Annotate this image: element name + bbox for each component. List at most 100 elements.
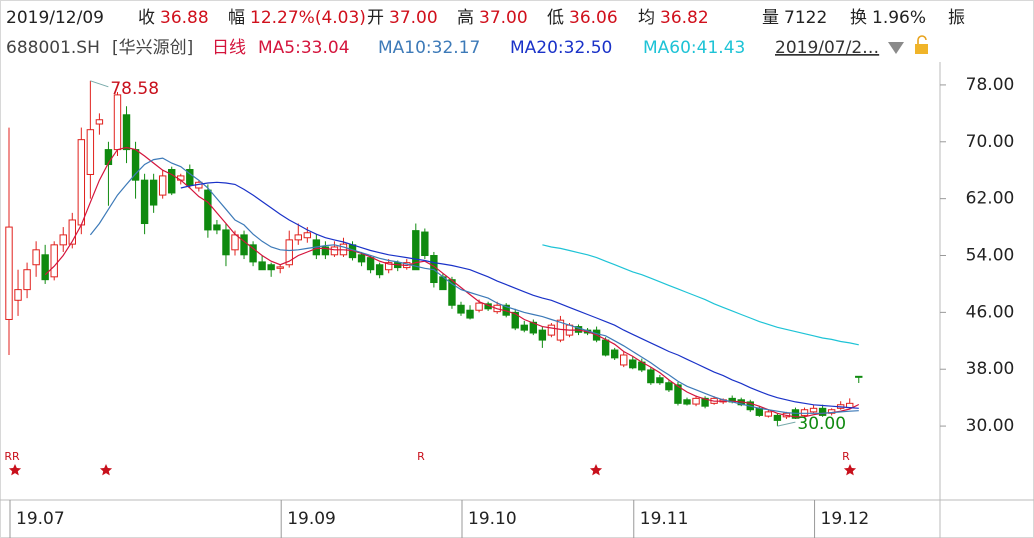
candle-body xyxy=(321,246,330,256)
candle-body xyxy=(204,189,212,231)
y-tick-label: 46.00 xyxy=(966,302,1015,322)
candles xyxy=(5,80,863,427)
candle-body xyxy=(258,261,266,271)
quote-label: 低 xyxy=(547,8,564,28)
quote-value: 36.88 xyxy=(160,8,209,28)
y-tick-label: 62.00 xyxy=(966,189,1015,209)
event-label: R xyxy=(842,450,850,463)
candle-body xyxy=(113,94,122,151)
quote-label: 量 xyxy=(762,8,779,28)
candle-body xyxy=(412,230,420,271)
candle-body xyxy=(475,302,483,311)
legend-entry: MA5:33.04 xyxy=(258,38,350,58)
candle-body xyxy=(457,304,465,314)
candle-body xyxy=(222,229,230,256)
candle-body xyxy=(800,409,809,416)
candle-body xyxy=(59,234,67,246)
candle-body xyxy=(23,269,31,291)
x-tick-label: 19.12 xyxy=(821,509,870,529)
candle-body xyxy=(104,149,113,166)
candle-body xyxy=(665,382,673,391)
quote-value: 7122 xyxy=(784,8,827,28)
max-label: 78.58 xyxy=(110,79,159,99)
y-tick-label: 70.00 xyxy=(966,132,1015,152)
y-tick-label: 38.00 xyxy=(966,359,1015,379)
candle-body xyxy=(140,179,149,225)
quote-label: 幅 xyxy=(228,8,245,28)
candle-body xyxy=(809,407,818,413)
quote-label: 开 xyxy=(367,8,384,28)
candle-body xyxy=(520,324,528,331)
ma-line xyxy=(44,146,860,418)
x-tick-label: 19.09 xyxy=(287,509,336,529)
candle-body xyxy=(629,359,637,369)
candle-body xyxy=(538,329,547,341)
ma-line xyxy=(180,181,859,409)
stock-name: [华兴源创] xyxy=(112,38,193,58)
candle-body xyxy=(357,254,366,263)
event-label: RR xyxy=(4,450,20,463)
candle-body xyxy=(303,232,312,239)
dropdown-icon[interactable] xyxy=(888,42,904,54)
candle-body xyxy=(240,234,248,256)
candle-body xyxy=(186,169,194,186)
candle-body xyxy=(168,169,176,194)
candle-body xyxy=(276,266,284,269)
candle-body xyxy=(547,324,556,336)
candle-body xyxy=(213,224,221,231)
min-label: 30.00 xyxy=(797,414,846,434)
y-tick-label: 30.00 xyxy=(966,416,1015,436)
quote-date: 2019/12/09 xyxy=(6,8,104,28)
candle-body xyxy=(41,254,49,281)
candle-body xyxy=(610,349,619,359)
min-pointer xyxy=(777,421,796,427)
candle-body xyxy=(122,114,131,151)
candle-body xyxy=(701,397,709,407)
candle-body xyxy=(267,264,275,271)
candle-body xyxy=(773,414,782,421)
legend-entry: MA60:41.43 xyxy=(643,38,745,58)
ma-line xyxy=(89,157,859,414)
x-tick-label: 19.11 xyxy=(640,509,689,529)
symbol: 688001.SH xyxy=(6,38,100,58)
candle-body xyxy=(86,129,95,175)
range-label: 2019/07/2… xyxy=(775,38,879,58)
candle-body xyxy=(647,369,655,384)
candle-body xyxy=(601,339,610,356)
candle-body xyxy=(620,354,628,366)
x-tick-label: 19.07 xyxy=(16,509,65,529)
candle-body xyxy=(755,407,764,416)
candle-body xyxy=(674,384,682,404)
quote-value: 37.00 xyxy=(479,8,528,28)
candle-body xyxy=(366,257,375,271)
candle-body xyxy=(5,226,13,320)
max-pointer xyxy=(90,80,109,88)
candle-body xyxy=(158,175,167,196)
candle-body xyxy=(656,377,664,384)
candle-body xyxy=(50,244,58,278)
candle-body xyxy=(466,309,474,319)
candle-body xyxy=(77,139,86,226)
candle-body xyxy=(683,399,691,405)
candle-body xyxy=(330,246,339,256)
quote-value: 36.06 xyxy=(569,8,618,28)
candle-body xyxy=(764,411,773,417)
quote-value: 37.00 xyxy=(389,8,438,28)
candle-body xyxy=(294,234,302,241)
candle-body xyxy=(149,179,158,206)
candle-body xyxy=(818,407,827,416)
candle-body xyxy=(249,244,257,263)
legend-entry: MA20:32.50 xyxy=(510,38,612,58)
quote-value: 1.96% xyxy=(872,8,926,28)
ma-line xyxy=(542,244,859,346)
candle-body xyxy=(511,311,519,329)
lock-icon[interactable] xyxy=(915,35,928,54)
candle-body xyxy=(95,119,104,125)
candle-body xyxy=(855,375,863,378)
y-tick-label: 54.00 xyxy=(966,246,1015,266)
quote-value: 36.82 xyxy=(660,8,709,28)
candle-body xyxy=(421,231,429,257)
event-stars xyxy=(8,464,857,476)
